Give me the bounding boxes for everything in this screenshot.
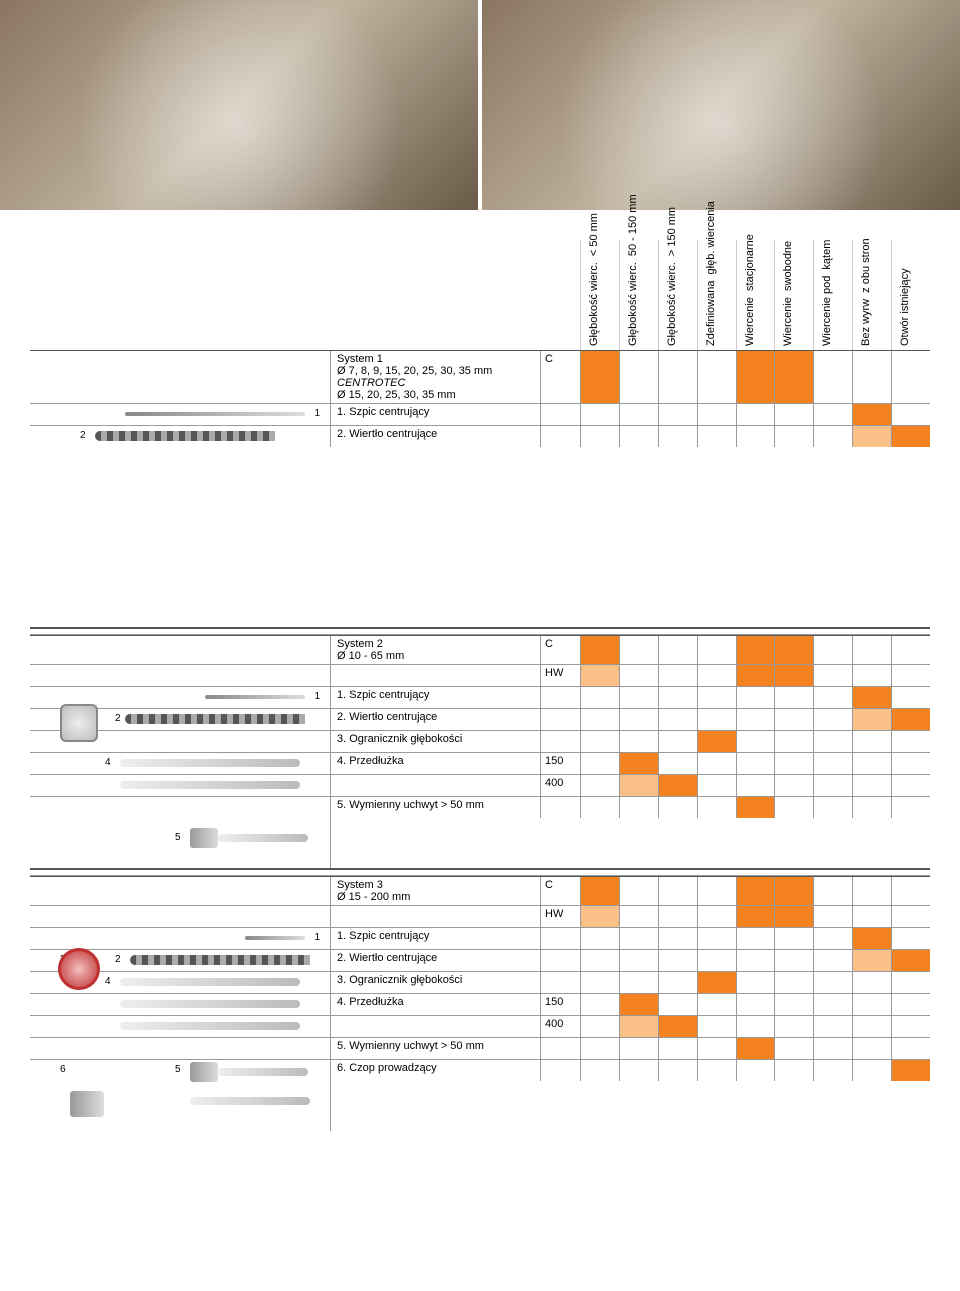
sys3-chuck-shaft-icon (218, 1068, 308, 1076)
system1-block: System 1 Ø 7, 8, 9, 15, 20, 25, 30, 35 m… (30, 350, 930, 447)
hero-image-right (482, 0, 960, 210)
system1-row0-type: C (540, 351, 580, 403)
system1-row2-label: 2. Wiertło centrujące (330, 426, 540, 447)
system3-row7-cells (580, 1038, 930, 1059)
sys3-ext-icon (120, 978, 300, 986)
chuck-shaft-icon (218, 834, 308, 842)
sys3-centring-icon (245, 936, 305, 940)
column-headers: Głębokość wierc. < 50 mmGłębokość wierc.… (30, 240, 930, 350)
system2-row3-cells (580, 709, 930, 730)
system3-row4-cells (580, 972, 930, 993)
sys3-num-5: 5 (175, 1064, 181, 1075)
system3-row6-cells (580, 1016, 930, 1037)
system3-row8-label: 6. Czop prowadzący (330, 1060, 540, 1081)
sys3-num-2: 2 (115, 954, 121, 965)
system1-dia2: Ø 15, 20, 25, 30, 35 mm (337, 389, 534, 401)
system2-row3-label: 2. Wiertło centrujące (330, 709, 540, 730)
divider-1 (30, 627, 930, 635)
system2-row6-cells (580, 775, 930, 796)
system1-row2: 2 2. Wiertło centrujące (30, 425, 930, 447)
system2-row2-cells (580, 687, 930, 708)
centring-pin-icon (125, 412, 305, 416)
system3-row5-label: 4. Przedłużka (330, 994, 540, 1015)
sys2-num-4: 4 (105, 757, 111, 768)
system3-row1-cells (580, 906, 930, 927)
hero-banner (0, 0, 960, 210)
system3-row8-cells (580, 1060, 930, 1081)
system3-row6-type: 400 (540, 1016, 580, 1037)
extension-400-icon (120, 781, 300, 789)
system2-row7-label: 5. Wymienny uchwyt > 50 mm (330, 797, 540, 818)
system1-centrotec: CENTROTEC (337, 377, 534, 389)
sys3-pilot-base-icon (70, 1091, 104, 1117)
divider-2 (30, 868, 930, 876)
system2-row4-label: 3. Ogranicznik głębokości (330, 731, 540, 752)
system2-title: System 2 (337, 638, 534, 650)
system3-row0-type: C (540, 877, 580, 905)
sys1-num-2: 2 (80, 430, 86, 441)
system3-title: System 3 (337, 879, 534, 891)
hero-image-left (0, 0, 478, 210)
system2-dia: Ø 10 - 65 mm (337, 650, 534, 662)
system1-row2-cells (580, 426, 930, 447)
sys2-num-5: 5 (175, 832, 181, 843)
sys3-chuck-icon (190, 1062, 218, 1082)
system3-row3-label: 2. Wiertło centrujące (330, 950, 540, 971)
sys2-num-2: 2 (115, 713, 121, 724)
system3-row2-label: 1. Szpic centrujący (330, 928, 540, 949)
sys1-num-1: 1 (314, 408, 320, 419)
system3-row1-type: HW (540, 906, 580, 927)
system1-row0-cells (580, 351, 930, 403)
sys2-num-1: 1 (314, 691, 320, 702)
sys3-num-6: 6 (60, 1064, 66, 1075)
sys3-num-1: 1 (314, 932, 320, 943)
system2-row5-type: 150 (540, 753, 580, 774)
system3-row0-cells (580, 877, 930, 905)
system3-row5-type: 150 (540, 994, 580, 1015)
extension-icon (120, 759, 300, 767)
system2-row2-label: 1. Szpic centrujący (330, 687, 540, 708)
system2-row1-cells (580, 665, 930, 686)
system2-row1-type: HW (540, 665, 580, 686)
system3-row7-label: 5. Wymienny uchwyt > 50 mm (330, 1038, 540, 1059)
system3-block: System 3 Ø 15 - 200 mm C HW 1 1. Szpic c… (30, 876, 930, 1131)
system3-dia: Ø 15 - 200 mm (337, 891, 534, 903)
system2-row5-cells (580, 753, 930, 774)
sys3-num-4: 4 (105, 976, 111, 987)
system2-row7-cells (580, 797, 930, 818)
sys2-centring-icon (205, 695, 305, 699)
system1-row1-cells (580, 404, 930, 425)
system1-row1: 1 1. Szpic centrujący (30, 403, 930, 425)
sys3-ext3-icon (120, 1022, 300, 1030)
sys3-ext2-icon (120, 1000, 300, 1008)
sys3-pilot-shaft-icon (190, 1097, 310, 1105)
system1-title: System 1 (337, 353, 534, 365)
centring-drill-icon (95, 431, 275, 441)
system2-row5-label: 4. Przedłużka (330, 753, 540, 774)
system2-row6-type: 400 (540, 775, 580, 796)
system2-row0-cells (580, 636, 930, 664)
system3-row3-cells (580, 950, 930, 971)
sys2-drill-icon (125, 714, 305, 724)
system3-row5-cells (580, 994, 930, 1015)
system3-row4-label: 3. Ogranicznik głębokości (330, 972, 540, 993)
system1-dia1: Ø 7, 8, 9, 15, 20, 25, 30, 35 mm (337, 365, 534, 377)
system2-row0-type: C (540, 636, 580, 664)
system1-row1-label: 1. Szpic centrujący (330, 404, 540, 425)
system2-row4-cells (580, 731, 930, 752)
sys3-drill-icon (130, 955, 310, 965)
chuck-icon (190, 828, 218, 848)
system3-row2-cells (580, 928, 930, 949)
system2-block: System 2 Ø 10 - 65 mm C HW 1 1. Szpic ce… (30, 635, 930, 868)
